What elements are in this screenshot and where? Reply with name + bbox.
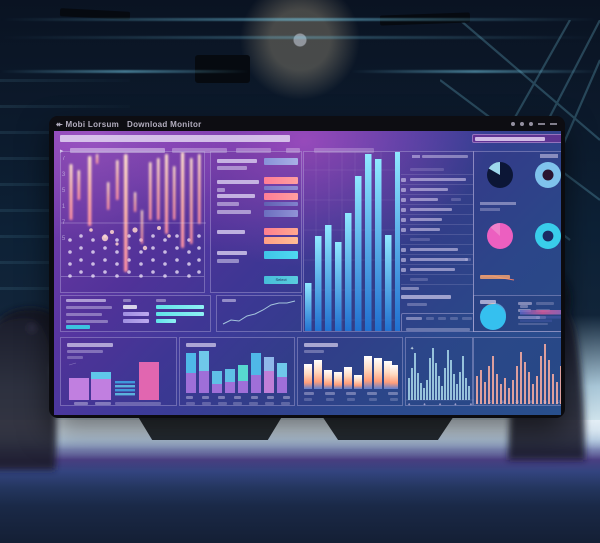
- svg-text:✦: ✦: [410, 346, 414, 352]
